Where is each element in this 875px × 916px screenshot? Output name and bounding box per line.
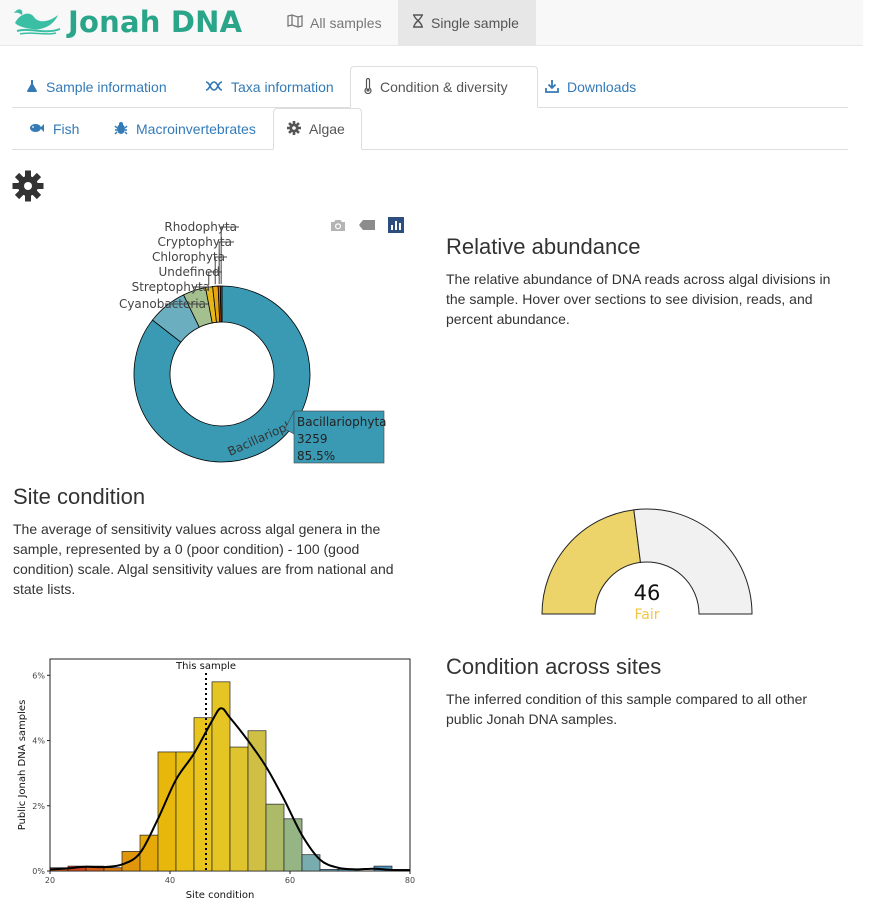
tab-algae-label: Algae	[309, 121, 345, 137]
nav-all-samples[interactable]: All samples	[273, 0, 396, 45]
flask-icon	[26, 79, 46, 96]
donut-label-rhodophyta: Rhodophyta	[164, 220, 237, 234]
tooltip-label: Bacillariophyta	[297, 415, 387, 429]
condition-histogram-chart: This sample 20 40 60 80 0% 2% 4% 6% Site conditio…	[17, 658, 415, 901]
gauge-value: 46	[634, 581, 661, 605]
tab-fish-label: Fish	[53, 121, 80, 137]
condition-across-sites-title: Condition across sites	[446, 654, 662, 679]
condition-across-sites-description: The inferred condition of this sample co…	[446, 691, 808, 727]
histogram-bar	[193, 717, 213, 872]
donut-label-cryptophyta: Cryptophyta	[158, 235, 232, 249]
tab-condition-diversity[interactable]: Condition & diversity	[350, 66, 538, 108]
y-tick-label: 2%	[32, 802, 45, 811]
tooltip-reads: 3259	[297, 432, 328, 446]
site-condition-gauge: 46 Fair	[541, 508, 753, 623]
nav-single-sample[interactable]: Single sample	[398, 0, 536, 45]
site-condition-description: The average of sensitivity values across…	[13, 521, 394, 597]
nav-all-samples-label: All samples	[310, 14, 382, 31]
hourglass-icon	[412, 14, 431, 31]
dna-icon	[205, 79, 231, 96]
histogram-bar	[103, 867, 123, 872]
download-icon	[545, 79, 567, 96]
relative-abundance-description: The relative abundance of DNA reads acro…	[446, 271, 831, 327]
histogram-bar	[283, 818, 303, 872]
tooltip-box	[293, 410, 385, 464]
x-tick-label: 80	[405, 876, 415, 885]
tab-algae[interactable]: Algae	[273, 108, 362, 150]
tab-sample-information[interactable]: Sample information	[12, 66, 181, 108]
histogram-bar	[175, 751, 195, 872]
algae-cog-icon	[12, 170, 44, 207]
site-condition-title: Site condition	[13, 484, 146, 509]
camera-icon[interactable]	[330, 219, 346, 232]
tab-condition-diversity-label: Condition & diversity	[380, 79, 508, 95]
fish-icon	[29, 121, 53, 137]
donut-leader-undefined	[208, 271, 222, 285]
histogram-bar	[265, 803, 285, 872]
y-axis-label: Public Jonah DNA samples	[17, 700, 28, 831]
plot-modebar	[330, 217, 404, 233]
x-axis-label: Site condition	[186, 890, 255, 901]
bar-chart-icon[interactable]	[388, 217, 404, 233]
donut-label-streptophyta: Streptophyta	[132, 280, 210, 294]
x-tick-label: 40	[165, 876, 175, 885]
y-tick-label: 0%	[32, 867, 45, 876]
thermometer-icon	[364, 77, 380, 97]
whale-logo-icon	[12, 5, 62, 40]
tab-downloads[interactable]: Downloads	[531, 66, 650, 108]
tag-icon[interactable]	[358, 219, 376, 231]
gauge-track-arc	[633, 508, 753, 615]
tab-sample-information-label: Sample information	[46, 79, 167, 95]
histogram-bar	[229, 746, 249, 872]
donut-leader-chlorophyta	[214, 256, 227, 285]
main-tabs: Sample information Taxa information Cond…	[12, 66, 848, 108]
gauge-status: Fair	[635, 607, 660, 623]
donut-leader-rhodophyta	[220, 226, 239, 285]
top-navbar: Jonah DNA All samples Single sample	[0, 0, 863, 46]
tab-taxa-information-label: Taxa information	[231, 79, 334, 95]
donut-hover-tooltip: Bacillariophyta 3259 85.5%	[284, 410, 387, 464]
y-tick-label: 6%	[32, 671, 45, 680]
relative-abundance-title: Relative abundance	[446, 234, 641, 259]
y-tick-label: 4%	[32, 737, 45, 746]
histogram-bar	[301, 854, 321, 872]
histogram-bar	[247, 730, 267, 872]
donut-slice-bacillariophyta[interactable]	[133, 285, 311, 463]
x-tick-label: 60	[285, 876, 295, 885]
relative-abundance-donut-chart[interactable]: Cyanobacteria StreptophytaUndefinedChloro…	[80, 215, 400, 470]
brand-name: Jonah DNA	[68, 5, 243, 39]
donut-slice-rhodophyta[interactable]	[219, 285, 223, 323]
bug-icon	[114, 121, 136, 138]
tab-downloads-label: Downloads	[567, 79, 637, 95]
tab-taxa-information[interactable]: Taxa information	[191, 66, 348, 108]
cog-icon	[287, 120, 309, 138]
tooltip-percent: 85.5%	[297, 449, 335, 463]
histogram-bar	[319, 869, 339, 872]
tab-fish[interactable]: Fish	[15, 108, 93, 150]
nav-single-sample-label: Single sample	[431, 14, 519, 31]
gauge-value-arc	[541, 509, 642, 615]
tab-macroinvertebrates-label: Macroinvertebrates	[136, 121, 256, 137]
donut-label-undefined: Undefined	[158, 265, 220, 279]
brand[interactable]: Jonah DNA	[12, 4, 242, 40]
donut-label-chlorophyta: Chlorophyta	[152, 250, 225, 264]
tab-macroinvertebrates[interactable]: Macroinvertebrates	[100, 108, 270, 150]
donut-leader-streptophyta	[193, 286, 212, 289]
donut-label-cyanobacteria: Cyanobacteria	[119, 297, 206, 311]
donut-leader-cryptophyta	[218, 241, 234, 285]
algae-sub-tabs: Fish Macroinvertebrates Algae	[12, 108, 848, 150]
histogram-density-curve	[49, 707, 411, 872]
this-sample-marker-label: This sample	[175, 661, 236, 672]
x-tick-label: 20	[45, 876, 55, 885]
map-icon	[287, 14, 310, 31]
histogram-bar	[211, 681, 231, 872]
histogram-bar	[139, 834, 159, 872]
